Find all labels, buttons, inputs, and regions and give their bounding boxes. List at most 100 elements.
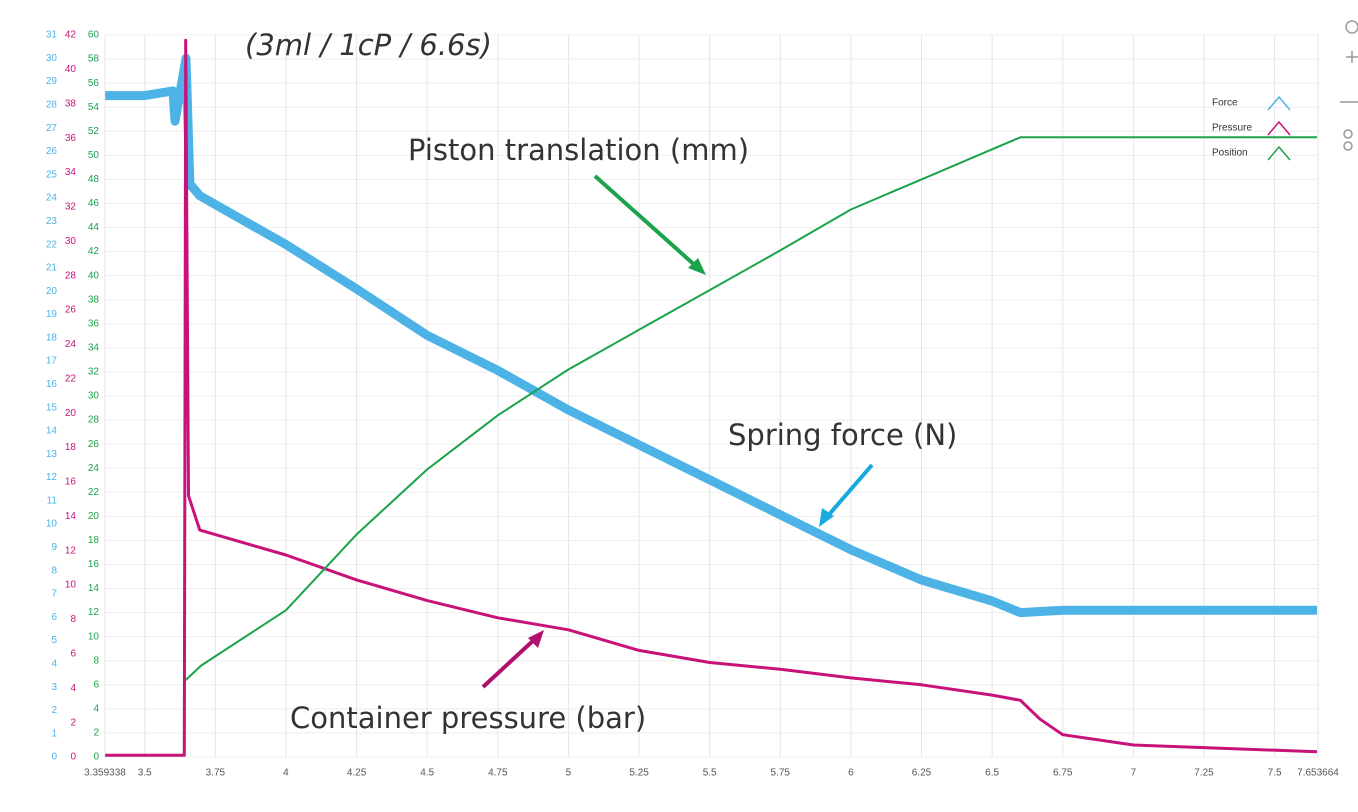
y3-tick-label: 54 [88,102,100,113]
y3-tick-label: 10 [88,631,100,642]
y3-tick-label: 40 [88,270,100,281]
y2-tick-label: 22 [65,373,77,384]
y-tick-label: 26 [46,146,58,157]
y3-tick-label: 4 [93,704,99,715]
x-tick-label: 7 [1131,768,1137,779]
x-tick-label: 6.25 [912,768,932,779]
y2-tick-label: 28 [65,270,77,281]
y2-tick-label: 26 [65,305,77,316]
y-tick-label: 31 [46,30,58,41]
x-tick-label: 6 [848,768,854,779]
legend-label: Position [1212,148,1248,159]
x-tick-label: 3.75 [206,768,226,779]
y-tick-label: 3 [51,682,57,693]
y-tick-label: 15 [46,402,58,413]
y3-tick-label: 24 [88,463,100,474]
y2-tick-label: 12 [65,545,77,556]
y-tick-label: 23 [46,216,58,227]
y-tick-label: 24 [46,193,58,204]
x-tick-label: 4.75 [488,768,508,779]
toolbar[interactable] [1340,20,1358,151]
y2-tick-label: 16 [65,477,77,488]
x-tick-label: 5.5 [703,768,717,779]
legend-swatch [1267,95,1291,111]
y3-tick-label: 42 [88,246,100,257]
y3-tick-label: 18 [88,535,100,546]
y-tick-label: 16 [46,379,58,390]
legend-swatch [1267,145,1291,161]
annotation: Spring force (N) [728,418,957,452]
series-line [105,38,1318,757]
y-tick-label: 7 [51,589,57,600]
y2-tick-label: 40 [65,64,77,75]
y-tick-label: 8 [51,565,57,576]
y2-tick-label: 10 [65,580,77,591]
y3-tick-label: 34 [88,343,100,354]
legend-swatch [1267,120,1291,136]
y2-tick-label: 24 [65,339,77,350]
y2-tick-label: 36 [65,133,77,144]
y-tick-label: 18 [46,332,58,343]
y3-tick-label: 50 [88,150,100,161]
y3-tick-label: 2 [93,728,99,739]
y-tick-label: 17 [46,356,58,367]
y3-tick-label: 8 [93,655,99,666]
y2-tick-label: 4 [70,683,76,694]
arrows [481,174,874,689]
y2-tick-label: 14 [65,511,77,522]
y3-tick-label: 22 [88,487,100,498]
x-tick-label: 4.25 [347,768,367,779]
y-tick-label: 20 [46,286,58,297]
y-tick-label: 6 [51,612,57,623]
y-tick-label: 14 [46,426,58,437]
y3-tick-label: 6 [93,679,99,690]
y3-tick-label: 0 [93,752,99,763]
y2-tick-label: 6 [70,648,76,659]
y3-tick-label: 28 [88,415,100,426]
y2-tick-label: 34 [65,167,77,178]
x-tick-label: 6.75 [1053,768,1073,779]
subtitle: (3ml / 1cP / 6.6s) [245,28,492,62]
y3-tick-label: 52 [88,126,100,137]
y-tick-label: 0 [51,752,57,763]
x-tick-label: 3.5 [138,768,152,779]
y-tick-label: 1 [51,728,57,739]
y-tick-label: 5 [51,635,57,646]
y2-tick-label: 2 [70,717,76,728]
x-tick-label: 6.5 [985,768,999,779]
y-tick-label: 10 [46,519,58,530]
x-tick-label: 4 [283,768,289,779]
x-tick-label: 7.25 [1194,768,1214,779]
y3-tick-label: 32 [88,367,100,378]
y-tick-label: 2 [51,705,57,716]
series-line [105,53,1317,618]
y-tick-label: 25 [46,169,58,180]
y2-tick-label: 18 [65,442,77,453]
legend-label: Force [1212,98,1238,109]
y2-tick-label: 42 [65,30,77,41]
y2-tick-label: 32 [65,202,77,213]
x-tick-label: 7.653664 [1297,768,1339,779]
y3-tick-label: 46 [88,198,100,209]
x-tick-label: 7.5 [1268,768,1282,779]
y3-tick-label: 26 [88,439,100,450]
y-tick-label: 29 [46,76,58,87]
y3-tick-label: 60 [88,30,100,41]
y3-tick-label: 30 [88,391,100,402]
y-tick-label: 19 [46,309,58,320]
y-tick-label: 30 [46,53,58,64]
y2-tick-label: 8 [70,614,76,625]
y-tick-label: 13 [46,449,58,460]
y-tick-label: 28 [46,100,58,111]
y3-tick-label: 16 [88,559,100,570]
x-tick-label: 3.359338 [84,768,126,779]
y3-tick-label: 44 [88,222,100,233]
y-tick-label: 4 [51,658,57,669]
x-tick-label: 5.75 [771,768,791,779]
y3-tick-label: 38 [88,294,100,305]
x-tick-label: 4.5 [420,768,434,779]
annotation: Container pressure (bar) [290,701,646,735]
y-tick-label: 12 [46,472,58,483]
y3-tick-label: 12 [88,607,100,618]
